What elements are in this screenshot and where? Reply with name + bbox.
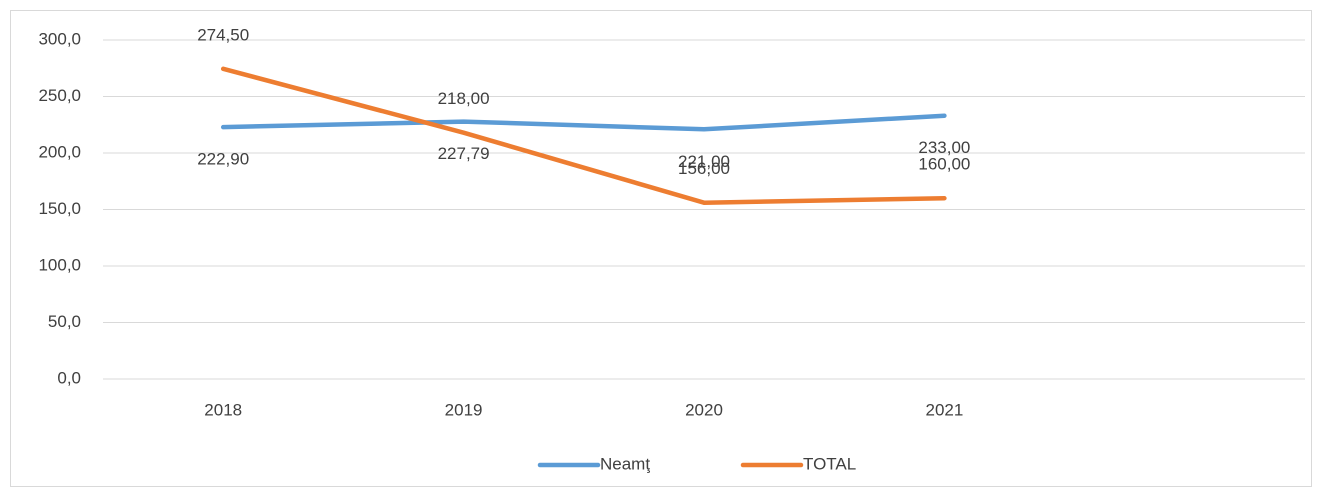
data-label: 221,00 [678,152,730,171]
data-label: 227,79 [438,144,490,163]
chart-frame [10,10,1312,487]
data-label: 218,00 [438,89,490,108]
data-label: 222,90 [197,150,249,169]
x-tick-label: 2020 [685,400,723,419]
data-label: 274,50 [197,25,249,44]
x-tick-label: 2021 [925,400,963,419]
y-tick-label: 250,0 [38,86,81,105]
x-tick-label: 2018 [204,400,242,419]
y-tick-label: 200,0 [38,142,81,161]
y-tick-label: 50,0 [48,312,81,331]
legend-label: TOTAL [803,454,856,473]
data-label: 160,00 [918,155,970,174]
legend-label: Neamţ [600,454,650,473]
y-tick-label: 300,0 [38,29,81,48]
y-tick-label: 0,0 [57,368,81,387]
data-label: 233,00 [918,138,970,157]
series-line [220,66,947,205]
data-label: 156,00 [678,159,730,178]
series-line [220,113,947,132]
y-tick-label: 150,0 [38,199,81,218]
y-tick-label: 100,0 [38,255,81,274]
x-tick-label: 2019 [445,400,483,419]
